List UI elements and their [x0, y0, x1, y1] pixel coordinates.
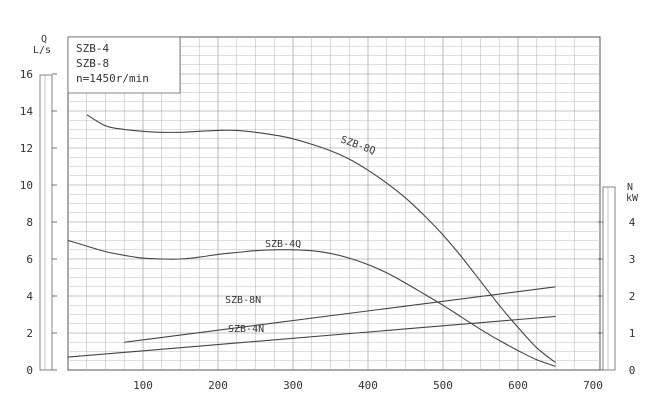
- x-tick-label: 300: [283, 379, 303, 392]
- legend-line-1: SZB-4: [76, 42, 109, 55]
- y-right-tick-label: 4: [629, 216, 636, 229]
- legend-box: [67, 36, 181, 94]
- y-left-tick-label: 0: [26, 364, 33, 377]
- curve-label-szb-4n: SZB-4N: [228, 324, 264, 335]
- y-right-tick-label: 2: [629, 290, 636, 303]
- y-left-title-bottom: L/s: [33, 45, 51, 56]
- right-scale-bar: [602, 186, 616, 371]
- y-right-tick-label: 1: [629, 327, 636, 340]
- series-line-szb-4q: [67, 239, 556, 367]
- y-right-title-bottom: kW: [626, 193, 639, 204]
- x-tick-label: 100: [133, 379, 153, 392]
- series-line-szb-4n: [67, 315, 556, 358]
- curves: [67, 114, 556, 367]
- y-left-tick-label: 2: [26, 327, 33, 340]
- x-tick-label: 700: [583, 379, 603, 392]
- x-tick-label: 600: [508, 379, 528, 392]
- legend-line-3: n=1450r/min: [76, 72, 149, 85]
- x-tick-label: 500: [433, 379, 453, 392]
- y-left-tick-label: 6: [26, 253, 33, 266]
- series-line-szb-8n: [124, 286, 556, 343]
- y-right-title-top: N: [627, 182, 633, 193]
- y-left-tick-label: 14: [20, 105, 34, 118]
- y-right-tick-label: 0: [629, 364, 636, 377]
- y-left-tick-label: 10: [20, 179, 33, 192]
- y-left-tick-labels: 0 2 4 6 8 10 12 14 16: [20, 68, 57, 377]
- curve-label-szb-8n: SZB-8N: [225, 295, 261, 306]
- y-left-tick-label: 4: [26, 290, 33, 303]
- curve-label-szb-4q: SZB-4Q: [265, 239, 301, 250]
- y-left-tick-label: 16: [20, 68, 33, 81]
- series-line-szb-8q: [86, 114, 556, 364]
- y-left-title-top: Q: [41, 34, 47, 45]
- y-left-tick-label: 12: [20, 142, 33, 155]
- legend-line-2: SZB-8: [76, 57, 109, 70]
- y-right-tick-label: 3: [629, 253, 636, 266]
- x-tick-label: 400: [358, 379, 378, 392]
- y-left-tick-label: 8: [26, 216, 33, 229]
- y-right-tick-labels: 0 1 2 3 4: [598, 216, 636, 377]
- left-scale-bar: [39, 74, 53, 371]
- x-tick-label: 200: [208, 379, 228, 392]
- x-tick-labels: 100 200 300 400 500 600 700: [133, 379, 603, 392]
